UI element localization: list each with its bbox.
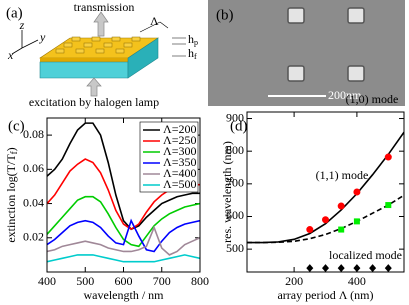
x-tick-label: 800 bbox=[191, 274, 209, 288]
series-line bbox=[47, 122, 200, 231]
arrow-up-bottom bbox=[86, 77, 102, 97]
slab-front bbox=[39, 61, 129, 79]
data-point bbox=[322, 264, 329, 272]
axis-z: z bbox=[19, 18, 25, 32]
x-tick-label: 700 bbox=[153, 274, 171, 288]
data-point bbox=[322, 216, 329, 224]
panel-label: (b) bbox=[216, 7, 234, 23]
y-axis-title-part: ) bbox=[4, 147, 18, 151]
panel-label: (a) bbox=[6, 5, 23, 21]
x-axis-title: wavelength / nm bbox=[84, 288, 165, 302]
series-line bbox=[47, 254, 200, 263]
data-point bbox=[385, 202, 392, 209]
y-tick-label: 0.02 bbox=[23, 230, 44, 244]
axis-x: x bbox=[7, 48, 14, 62]
arrow-up bbox=[93, 11, 109, 37]
y-tick-label: 700 bbox=[226, 176, 244, 190]
data-point bbox=[337, 264, 345, 272]
data-point bbox=[306, 226, 314, 234]
plot-area bbox=[247, 131, 404, 272]
y-axis-title-part: extinction log(T/T bbox=[4, 154, 18, 243]
series-line bbox=[247, 194, 404, 244]
y-axis-title-part: f bbox=[9, 151, 19, 154]
x-tick-label: 400 bbox=[348, 274, 366, 288]
data-point bbox=[338, 226, 345, 233]
series-line bbox=[247, 131, 404, 244]
axis-y: y bbox=[39, 30, 46, 44]
series-line bbox=[47, 225, 200, 256]
period-label: Λ bbox=[150, 14, 159, 28]
legend-box bbox=[139, 121, 199, 193]
data-point bbox=[369, 264, 377, 272]
x-tick-label: 200 bbox=[285, 274, 303, 288]
legend-label: Λ=500 bbox=[163, 177, 196, 191]
top-text: transmission bbox=[74, 0, 135, 14]
hf-sub: f bbox=[194, 52, 197, 61]
data-point bbox=[353, 218, 360, 225]
y-tick-label: 500 bbox=[226, 241, 244, 255]
plot-frame bbox=[46, 117, 201, 273]
axes-icon bbox=[11, 30, 39, 55]
diagram: (a) transmission z y x Λ hp hf excitatio… bbox=[6, 0, 198, 109]
plot-frame bbox=[246, 111, 405, 273]
dim-lines bbox=[139, 21, 169, 33]
y-tick-label: 900 bbox=[226, 110, 244, 124]
y-tick-label: 600 bbox=[226, 208, 244, 222]
panel-label: (d) bbox=[230, 118, 248, 134]
hf-label: hf bbox=[188, 46, 197, 61]
x-axis-title: array period Λ (nm) bbox=[277, 288, 373, 302]
annotation: localized mode bbox=[329, 248, 402, 262]
hp-main: h bbox=[188, 32, 194, 46]
gold-film bbox=[40, 58, 128, 62]
data-point bbox=[337, 202, 345, 210]
legend-label: Λ=200 bbox=[163, 122, 196, 136]
data-point bbox=[384, 264, 392, 272]
y-tick-label: 800 bbox=[226, 143, 244, 157]
legend-label: Λ=350 bbox=[163, 155, 196, 169]
scale-text: 200nm bbox=[328, 88, 362, 102]
hp-label: hp bbox=[188, 32, 198, 47]
data-point bbox=[353, 264, 361, 272]
hp-sub: p bbox=[194, 38, 198, 47]
slab-side bbox=[127, 37, 159, 79]
y-tick-label: 0.08 bbox=[23, 127, 44, 141]
sem-background bbox=[208, 0, 405, 106]
annotation: (1,0) mode bbox=[346, 92, 399, 106]
hf-main: h bbox=[188, 46, 194, 60]
bottom-text: excitation by halogen lamp bbox=[29, 95, 159, 109]
height-marks bbox=[172, 37, 186, 57]
data-point bbox=[353, 188, 361, 196]
x-tick-label: 600 bbox=[115, 274, 133, 288]
legend-label: Λ=250 bbox=[163, 133, 196, 147]
annotation: (1,1) mode bbox=[316, 168, 369, 182]
legend-label: Λ=300 bbox=[163, 144, 196, 158]
panel-label: (c) bbox=[8, 118, 25, 134]
y-axis-title: res. wavelength (nm) bbox=[220, 141, 234, 243]
y-axis-title: extinction log(T/Tf) bbox=[4, 147, 19, 242]
sem-particles bbox=[287, 7, 365, 82]
sem-image: (b) 200nm bbox=[208, 0, 405, 106]
data-point bbox=[384, 153, 392, 161]
particles bbox=[55, 36, 141, 54]
x-tick-label: 500 bbox=[76, 274, 94, 288]
series-line bbox=[47, 218, 200, 253]
x-tick-label: 400 bbox=[38, 274, 56, 288]
y-tick-label: 0.04 bbox=[23, 195, 44, 209]
series-line bbox=[47, 195, 200, 248]
y-tick-label: 0.06 bbox=[23, 161, 44, 175]
data-point bbox=[306, 264, 314, 272]
legend-label: Λ=400 bbox=[163, 166, 196, 180]
scale-bar bbox=[268, 95, 326, 97]
